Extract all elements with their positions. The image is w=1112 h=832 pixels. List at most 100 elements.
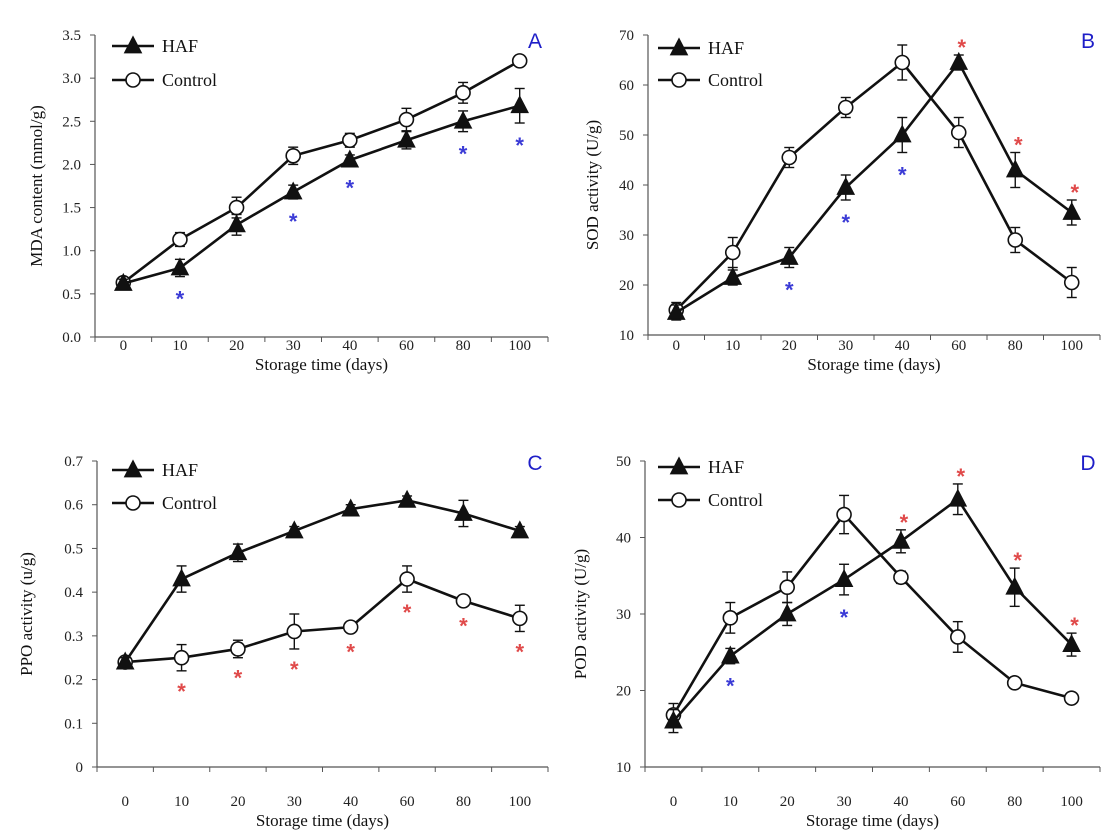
- data-point-circle: [455, 593, 472, 609]
- x-tick-label: 20: [229, 338, 244, 354]
- legend-triangle-icon: [669, 37, 689, 56]
- y-tick-label: 0.2: [64, 673, 83, 689]
- x-tick-label: 80: [456, 338, 471, 354]
- data-point-triangle: [1062, 201, 1082, 220]
- x-tick-label: 60: [950, 794, 965, 810]
- legend-label-haf: HAF: [708, 457, 744, 477]
- legend-label-control: Control: [162, 70, 217, 90]
- y-tick-label: 30: [619, 228, 634, 244]
- x-tick-label: 20: [230, 794, 245, 810]
- data-point-triangle: [723, 266, 743, 285]
- x-tick-label: 60: [400, 794, 415, 810]
- legend-circle-icon: [125, 495, 141, 511]
- y-tick-label: 0.1: [64, 716, 83, 732]
- significance-star: *: [957, 35, 966, 60]
- data-point-triangle: [891, 530, 911, 549]
- y-tick-label: 10: [616, 760, 631, 776]
- data-point-circle: [779, 579, 795, 596]
- significance-star: *: [1070, 613, 1079, 638]
- significance-star: *: [234, 666, 243, 691]
- data-point-circle: [781, 149, 798, 166]
- y-tick-label: 20: [616, 684, 631, 700]
- data-point-triangle: [170, 257, 190, 276]
- legend-label-haf: HAF: [708, 38, 744, 58]
- legend: HAF Control: [658, 37, 763, 90]
- y-tick-label: 1.5: [62, 201, 81, 217]
- significance-star: *: [515, 133, 524, 158]
- y-tick-label: 10: [619, 328, 634, 344]
- data-point-circle: [893, 569, 909, 586]
- data-point-triangle: [454, 502, 473, 521]
- significance-star: *: [900, 510, 909, 535]
- significance-star: *: [177, 679, 186, 704]
- legend-triangle-icon: [669, 456, 689, 475]
- x-tick-label: 10: [725, 338, 740, 354]
- data-point-triangle: [892, 124, 912, 143]
- data-point-triangle: [340, 149, 360, 168]
- series-line: [675, 60, 1073, 311]
- data-point-circle: [342, 132, 358, 149]
- data-point-circle: [894, 54, 911, 71]
- legend: HAF Control: [658, 456, 763, 510]
- data-point-triangle: [172, 568, 191, 587]
- y-axis-title: SOD activity (U/g): [583, 120, 602, 250]
- y-tick-label: 0.7: [64, 454, 83, 470]
- data-point-triangle: [948, 488, 968, 507]
- chart-panel-b: 10 20 30 40 50 60 70 0 10 20 30 40 60 80 100 Storage ti…: [583, 28, 1101, 374]
- x-tick-label: 40: [895, 338, 910, 354]
- y-tick-label: 20: [619, 278, 634, 294]
- legend: HAF Control: [112, 459, 217, 513]
- data-point-circle: [950, 629, 966, 645]
- data-point-circle: [836, 506, 852, 523]
- significance-star: *: [176, 287, 185, 312]
- data-point-circle: [512, 610, 528, 627]
- x-tick-label: 80: [456, 794, 471, 810]
- series-control: [665, 494, 1080, 728]
- y-axis-title: POD activity (U/g): [571, 549, 590, 679]
- data-point-circle: [173, 649, 190, 666]
- data-point-circle: [172, 231, 188, 248]
- significance-star: *: [1013, 548, 1022, 573]
- data-point-triangle: [1005, 576, 1025, 595]
- chart-panel-c: 0 0.1 0.2 0.3 0.4 0.5 0.6 0.7 0 10 20 30 40 60 80 100 St…: [17, 452, 549, 830]
- x-axis-title: Storage time (days): [807, 355, 940, 374]
- data-point-triangle: [510, 520, 530, 539]
- x-tick-label: 100: [509, 794, 532, 810]
- y-tick-label: 40: [616, 531, 631, 547]
- legend-label-haf: HAF: [162, 460, 198, 480]
- x-tick-label: 80: [1008, 338, 1023, 354]
- y-tick-label: 0.3: [64, 629, 83, 645]
- significance-star: *: [346, 639, 355, 664]
- x-tick-label: 40: [343, 794, 358, 810]
- legend-label-haf: HAF: [162, 36, 198, 56]
- data-point-circle: [285, 148, 301, 164]
- legend: HAF Control: [112, 35, 217, 90]
- series-line: [122, 59, 521, 284]
- data-point-triangle: [949, 51, 969, 70]
- significance-star: *: [1014, 133, 1023, 158]
- x-tick-label: 20: [782, 338, 797, 354]
- x-tick-label: 20: [780, 794, 795, 810]
- legend-circle-icon: [671, 492, 687, 508]
- x-tick-label: 60: [951, 338, 966, 354]
- legend-label-control: Control: [708, 490, 763, 510]
- data-point-circle: [950, 124, 967, 141]
- data-point-triangle: [113, 272, 133, 291]
- significance-star: *: [841, 210, 850, 235]
- series-haf: [115, 489, 530, 670]
- significance-star: *: [290, 657, 299, 682]
- x-tick-label: 10: [172, 338, 187, 354]
- series-line: [672, 512, 1072, 716]
- series-haf: [113, 87, 530, 291]
- x-tick-label: 100: [1061, 338, 1084, 354]
- data-point-circle: [722, 610, 739, 626]
- x-tick-label: 0: [121, 794, 129, 810]
- significance-star: *: [726, 674, 735, 699]
- y-tick-label: 2.5: [62, 114, 81, 130]
- y-tick-label: 0: [76, 760, 84, 776]
- data-point-circle: [511, 53, 528, 69]
- data-point-circle: [1007, 232, 1024, 248]
- significance-star: *: [785, 278, 794, 303]
- significance-star: *: [1070, 180, 1079, 205]
- data-point-triangle: [779, 246, 799, 265]
